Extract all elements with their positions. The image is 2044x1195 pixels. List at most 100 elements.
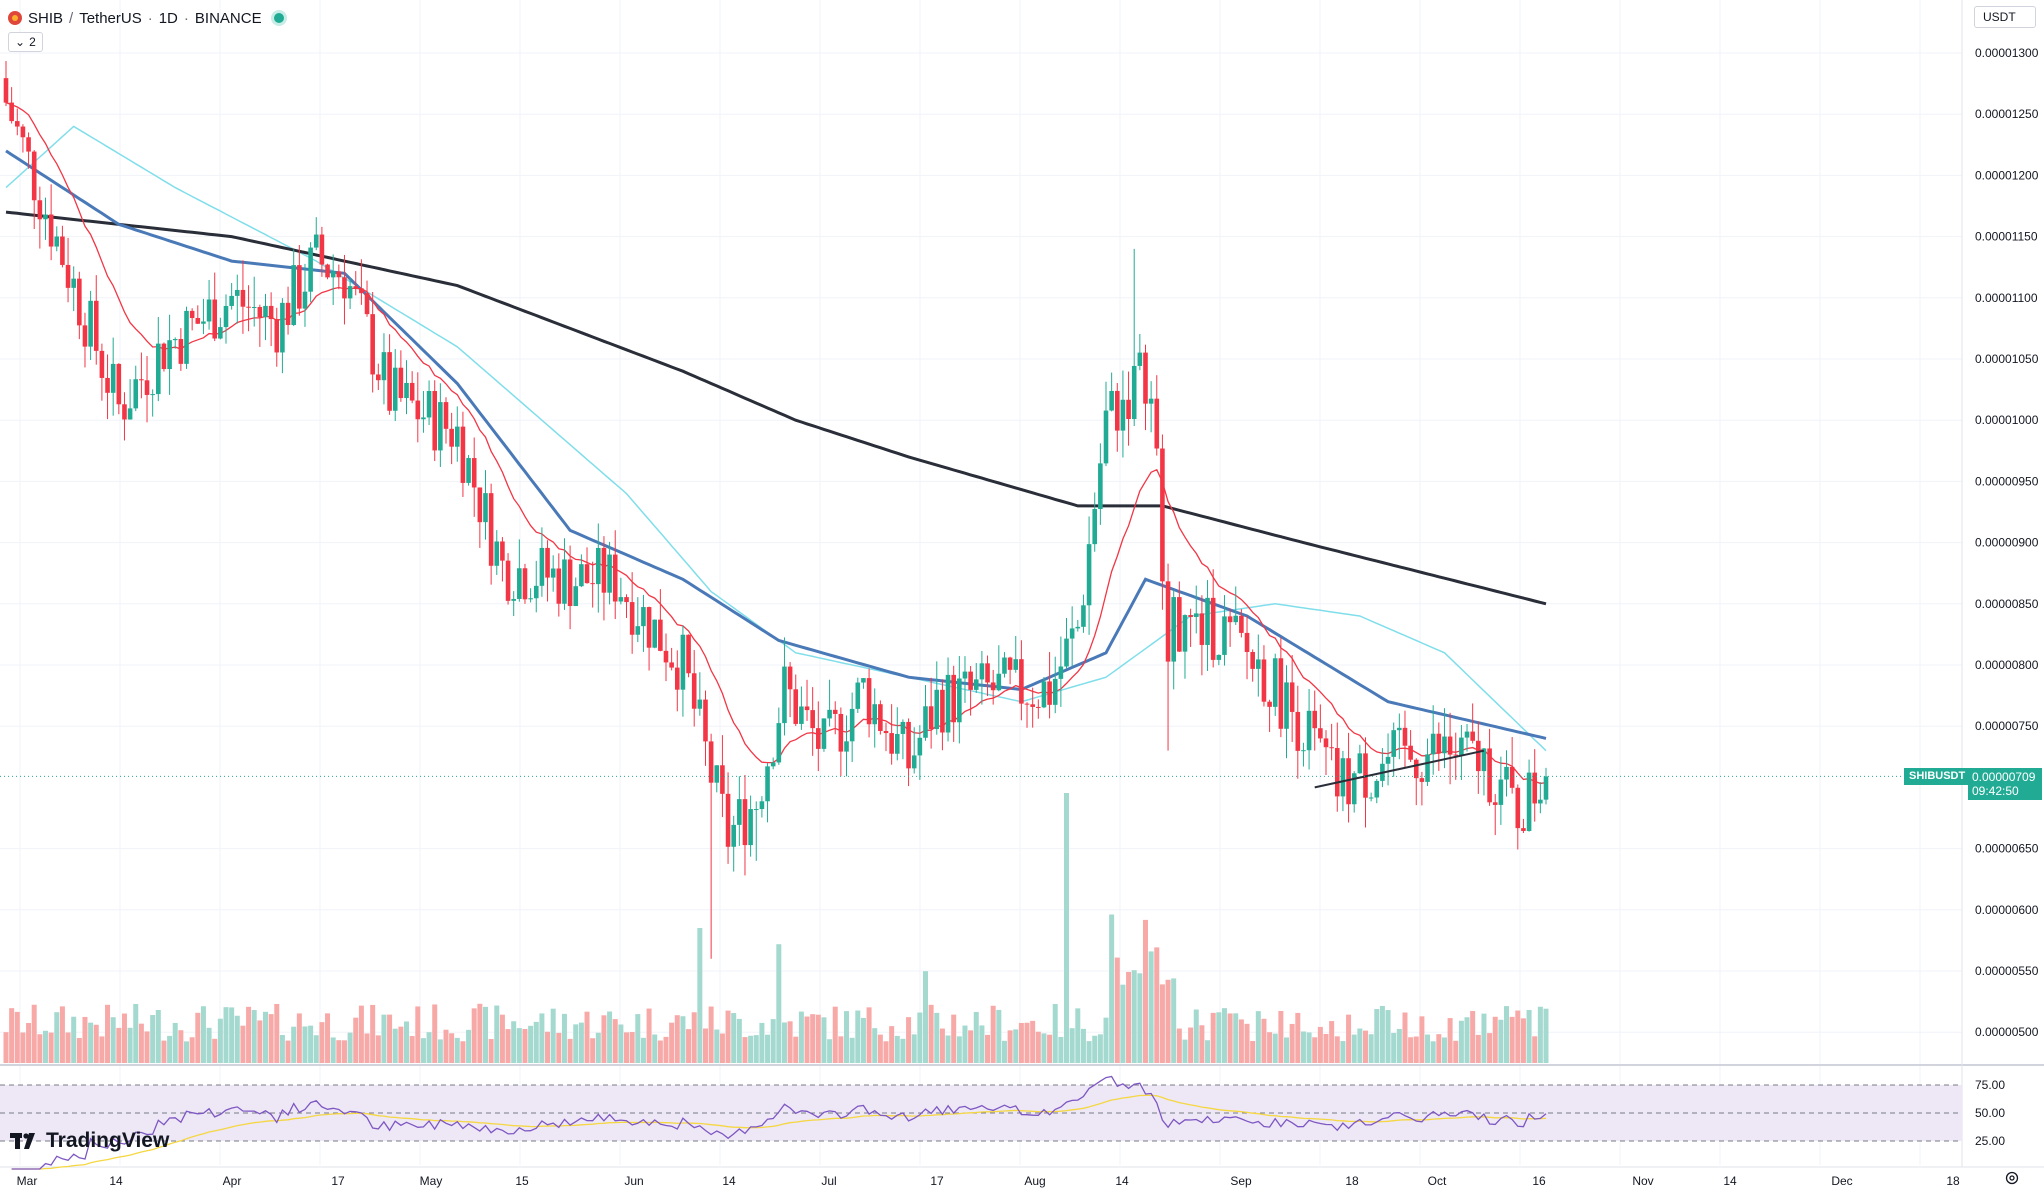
gear-icon[interactable]	[2004, 1170, 2020, 1186]
candle-body	[494, 541, 500, 566]
volume-bar	[1340, 1041, 1346, 1063]
indicators-toggle[interactable]: ⌄ 2	[8, 32, 43, 52]
volume-bar	[1498, 1019, 1504, 1063]
volume-bar	[1323, 1033, 1329, 1063]
candle-body	[415, 400, 421, 420]
volume-bar	[815, 1014, 821, 1063]
candle-body	[584, 564, 590, 584]
tradingview-brand: TradingView	[46, 1129, 170, 1152]
candle-body	[71, 278, 76, 288]
candle-body	[691, 673, 697, 709]
price-tick-label: 0.00001200	[1975, 168, 2039, 182]
candle-body	[212, 299, 218, 339]
candle-body	[669, 662, 674, 668]
shib-logo-icon	[8, 11, 22, 25]
volume-bar	[674, 1015, 680, 1063]
volume-bar	[1379, 1005, 1385, 1063]
candle-body	[1272, 658, 1278, 707]
candle-body	[432, 390, 438, 451]
candle-body	[257, 307, 263, 318]
volume-bar	[844, 1011, 850, 1063]
time-tick-label: 17	[930, 1174, 944, 1188]
volume-bar	[821, 1017, 827, 1063]
candle-body	[1521, 828, 1526, 831]
volume-bar	[420, 1038, 426, 1063]
rsi-tick-label: 50.00	[1975, 1106, 2005, 1120]
volume-bar	[1052, 1004, 1058, 1063]
volume-bar	[262, 1011, 268, 1063]
volume-bar	[1244, 1023, 1250, 1063]
candle-body	[1227, 616, 1233, 623]
candle-body	[20, 126, 26, 138]
volume-bar	[1261, 1018, 1267, 1063]
candle-body	[923, 706, 928, 738]
symbol-header[interactable]: SHIB / TetherUS · 1D · BINANCE	[8, 6, 284, 30]
volume-bar	[1024, 1022, 1030, 1063]
candle-body	[1312, 710, 1318, 729]
candle-body	[646, 607, 652, 648]
candle-body	[872, 704, 878, 725]
candle-body	[1114, 390, 1120, 431]
volume-bar	[1216, 1012, 1222, 1063]
candle-body	[1109, 390, 1114, 411]
price-tick-label: 0.00001150	[1975, 230, 2038, 244]
candle-body	[883, 730, 889, 734]
volume-bar	[14, 1011, 20, 1063]
volume-bar	[1357, 1028, 1363, 1063]
volume-bar	[1430, 1041, 1436, 1063]
symbol-price-tag: SHIBUSDT	[1904, 768, 1971, 785]
candle-countdown: 09:42:50	[1972, 784, 2019, 798]
tradingview-logo-icon	[10, 1133, 35, 1149]
volume-bar	[793, 1036, 799, 1063]
volume-bar	[127, 1027, 133, 1063]
volume-bar	[223, 1007, 229, 1063]
volume-bar	[945, 1035, 951, 1063]
candle-body	[1075, 626, 1081, 629]
candle-body	[601, 547, 607, 593]
trendline	[1314, 749, 1485, 789]
candle-body	[1137, 352, 1143, 366]
volume-bar	[178, 1030, 184, 1063]
volume-bar	[302, 1026, 308, 1063]
candle-body	[1002, 657, 1007, 674]
candle-body	[1256, 659, 1261, 669]
volume-bar	[889, 1026, 895, 1063]
volume-bar	[996, 1009, 1002, 1063]
candle-body	[1284, 682, 1289, 729]
candle-body	[454, 426, 460, 447]
volume-bar	[1408, 1037, 1414, 1063]
volume-bar	[1035, 1031, 1041, 1063]
candle-body	[1374, 780, 1380, 798]
candle-body	[1177, 597, 1182, 652]
tradingview-logo[interactable]: TradingView	[10, 1129, 169, 1153]
volume-bar	[161, 1040, 167, 1063]
volume-bar	[1041, 1033, 1047, 1063]
volume-bar	[906, 1017, 912, 1063]
candle-body	[1526, 772, 1532, 831]
volume-bar	[1126, 971, 1132, 1063]
candle-body	[799, 706, 804, 724]
volume-bar	[708, 1006, 714, 1063]
candle-body	[1402, 727, 1408, 746]
volume-bar	[88, 1022, 94, 1063]
candle-body	[319, 234, 325, 265]
candle-body	[240, 289, 246, 307]
candle-body	[1239, 615, 1244, 633]
candle-body	[347, 286, 353, 299]
candle-body	[1430, 733, 1436, 755]
volume-bar	[1368, 1034, 1374, 1063]
candle-body	[985, 663, 990, 683]
volume-bar	[652, 1034, 658, 1063]
candle-body	[962, 671, 968, 679]
candle-body	[533, 585, 539, 599]
candle-body	[1036, 706, 1041, 708]
volume-bar	[1520, 1018, 1526, 1063]
candle-body	[748, 809, 753, 846]
candle-body	[404, 382, 409, 399]
rsi-tick-label: 75.00	[1975, 1078, 2005, 1092]
candle-body	[43, 214, 48, 220]
candle-body	[928, 706, 934, 730]
currency-selector[interactable]: USDT	[1974, 6, 2036, 28]
candle-body	[392, 367, 398, 411]
